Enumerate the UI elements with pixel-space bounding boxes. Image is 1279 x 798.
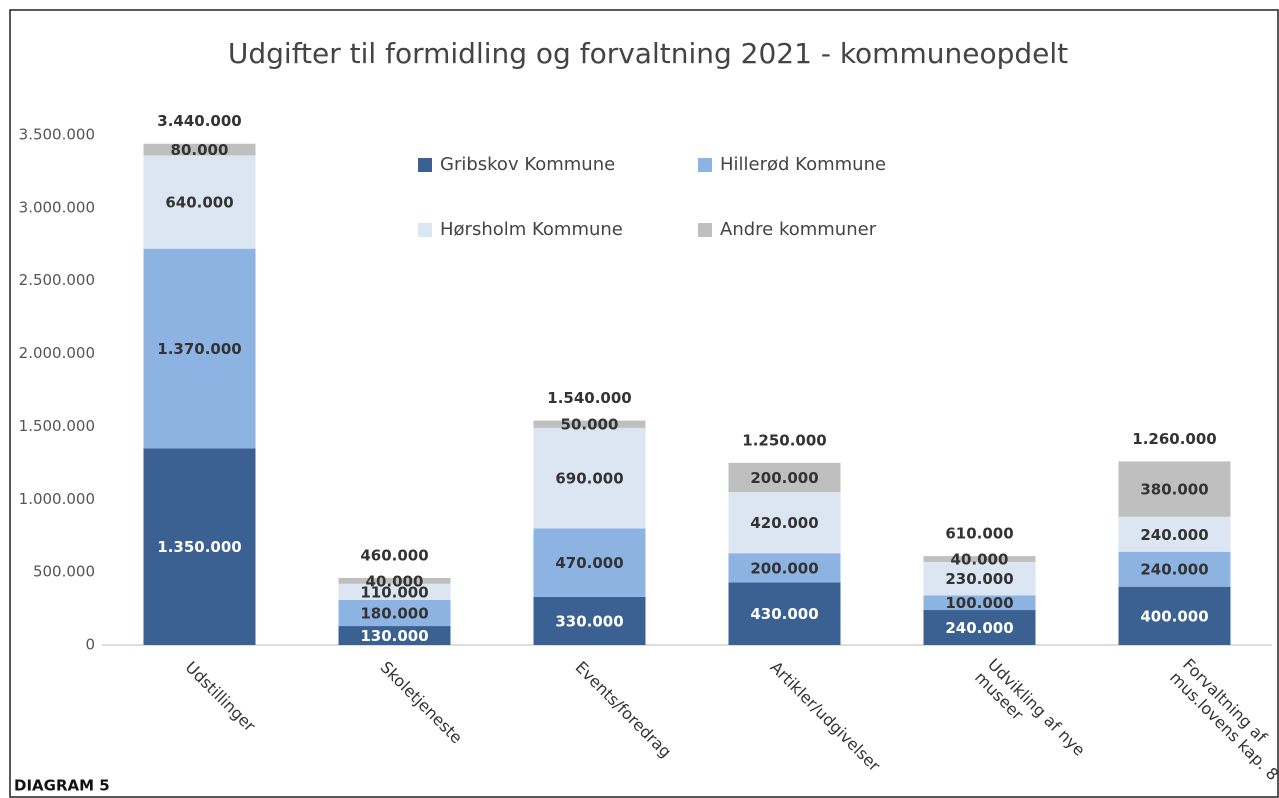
data-label: 380.000 xyxy=(1140,481,1208,499)
footer-label: DIAGRAM 5 xyxy=(14,777,110,795)
bar-segment xyxy=(728,582,841,645)
data-label: 690.000 xyxy=(555,470,623,488)
data-label: 240.000 xyxy=(1140,561,1208,579)
total-label: 610.000 xyxy=(945,525,1013,543)
bar-segment xyxy=(1118,586,1231,645)
data-label: 230.000 xyxy=(945,570,1013,588)
legend-label: Andre kommuner xyxy=(720,219,877,240)
bar-segment xyxy=(1118,461,1231,517)
data-label: 40.000 xyxy=(951,551,1009,569)
data-label: 80.000 xyxy=(171,141,229,159)
bar-segment xyxy=(533,420,646,428)
y-tick-label: 2.500.000 xyxy=(19,271,95,289)
data-label: 430.000 xyxy=(750,605,818,623)
data-label: 40.000 xyxy=(366,572,424,590)
y-tick-label: 1.000.000 xyxy=(19,490,95,508)
bar-segment xyxy=(923,556,1036,562)
bar-segment xyxy=(923,595,1036,611)
y-tick-label: 0 xyxy=(85,636,95,654)
data-label: 400.000 xyxy=(1140,607,1208,625)
legend-label: Hørsholm Kommune xyxy=(440,219,623,240)
legend-label: Gribskov Kommune xyxy=(440,154,615,175)
data-label: 50.000 xyxy=(561,416,619,434)
bar-segment xyxy=(728,492,841,554)
data-label: 1.370.000 xyxy=(157,340,241,358)
bar-segment xyxy=(338,577,451,584)
chart-title: Udgifter til formidling og forvaltning 2… xyxy=(228,37,1068,70)
bar-segment xyxy=(143,143,256,156)
data-label: 420.000 xyxy=(750,514,818,532)
bar-segment xyxy=(1118,551,1231,587)
y-tick-label: 3.500.000 xyxy=(19,126,95,144)
bar-segment xyxy=(338,599,451,627)
bar-segment xyxy=(923,561,1036,596)
bar-segment xyxy=(533,596,646,645)
y-tick-label: 3.000.000 xyxy=(19,198,95,216)
bar-segment xyxy=(1118,516,1231,552)
bar-segment xyxy=(533,427,646,529)
data-label: 200.000 xyxy=(750,559,818,577)
total-label: 3.440.000 xyxy=(157,112,241,130)
legend-swatch xyxy=(698,158,712,172)
total-label: 1.260.000 xyxy=(1132,430,1216,448)
bar-segment xyxy=(338,583,451,600)
data-label: 330.000 xyxy=(555,612,623,630)
bar-segment xyxy=(728,553,841,583)
data-label: 470.000 xyxy=(555,554,623,572)
legend-label: Hillerød Kommune xyxy=(720,154,886,175)
bar-segment xyxy=(143,448,256,645)
bar-segment xyxy=(143,155,256,249)
data-label: 110.000 xyxy=(360,583,428,601)
data-label: 200.000 xyxy=(750,469,818,487)
legend-swatch xyxy=(418,223,432,237)
legend-swatch xyxy=(418,158,432,172)
data-label: 1.350.000 xyxy=(157,538,241,556)
bar-segment xyxy=(728,462,841,492)
data-label: 240.000 xyxy=(1140,526,1208,544)
data-label: 130.000 xyxy=(360,627,428,645)
bar-segment xyxy=(143,248,256,449)
bar-segment xyxy=(923,610,1036,645)
y-tick-label: 1.500.000 xyxy=(19,417,95,435)
data-label: 180.000 xyxy=(360,604,428,622)
bar-segment xyxy=(338,626,451,645)
data-label: 240.000 xyxy=(945,619,1013,637)
legend-swatch xyxy=(698,223,712,237)
data-label: 100.000 xyxy=(945,594,1013,612)
data-label: 640.000 xyxy=(165,194,233,212)
total-label: 1.540.000 xyxy=(547,389,631,407)
y-tick-label: 500.000 xyxy=(33,563,95,581)
total-label: 1.250.000 xyxy=(742,431,826,449)
total-label: 460.000 xyxy=(360,546,428,564)
bar-segment xyxy=(533,528,646,597)
y-tick-label: 2.000.000 xyxy=(19,344,95,362)
